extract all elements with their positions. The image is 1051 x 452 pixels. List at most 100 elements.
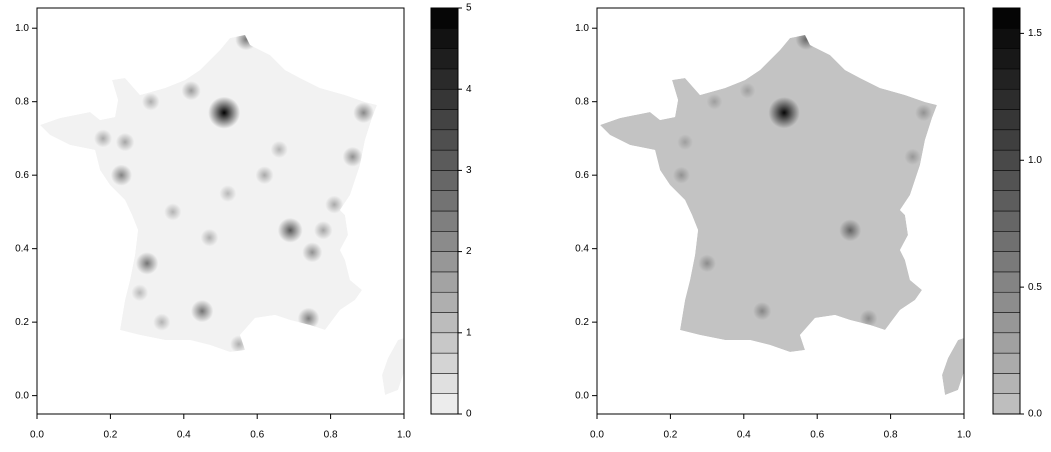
y-tick-label: 0.6 bbox=[575, 170, 589, 181]
density-hotspot bbox=[325, 195, 344, 214]
colorbar-tick-label: 0 bbox=[466, 409, 472, 420]
colorbar-band bbox=[992, 129, 1021, 151]
y-tick-label: 0.4 bbox=[15, 243, 29, 254]
colorbar-band bbox=[430, 48, 459, 70]
density-hotspot bbox=[904, 148, 921, 165]
colorbar-band bbox=[992, 7, 1021, 29]
density-hotspot bbox=[230, 335, 248, 353]
density-hotspot bbox=[706, 93, 723, 110]
density-hotspot bbox=[219, 185, 237, 202]
colorbar-band bbox=[992, 231, 1021, 252]
colorbar-band bbox=[430, 271, 459, 293]
x-tick-label: 0.0 bbox=[30, 430, 44, 441]
density-hotspot bbox=[153, 313, 171, 331]
map bbox=[600, 35, 964, 395]
colorbar-band bbox=[992, 88, 1021, 110]
y-tick-label: 0.2 bbox=[575, 317, 589, 328]
map-region bbox=[600, 35, 964, 395]
colorbar-band bbox=[992, 352, 1021, 374]
x-tick-label: 0.0 bbox=[590, 430, 604, 441]
density-hotspot bbox=[739, 82, 756, 99]
map-region bbox=[40, 35, 404, 395]
density-hotspot bbox=[839, 219, 862, 242]
colorbar-band bbox=[430, 149, 459, 171]
colorbar-tick-label: 1.0 bbox=[1028, 155, 1042, 166]
colorbar-band bbox=[430, 28, 459, 49]
colorbar-band bbox=[992, 149, 1021, 171]
density-hotspot bbox=[353, 102, 375, 124]
colorbar-band bbox=[430, 231, 459, 252]
colorbar-band bbox=[430, 129, 459, 151]
density-hotspot bbox=[302, 242, 323, 263]
y-tick-label: 0.8 bbox=[15, 96, 29, 107]
density-hotspot bbox=[297, 307, 320, 330]
y-tick-label: 1.0 bbox=[575, 23, 589, 34]
x-tick-label: 0.4 bbox=[177, 430, 191, 441]
colorbar-band bbox=[992, 332, 1021, 354]
colorbar-band bbox=[992, 393, 1021, 415]
colorbar-band bbox=[430, 88, 459, 110]
colorbar-frame bbox=[992, 7, 1021, 415]
colorbar-band bbox=[992, 312, 1021, 334]
density-hotspot bbox=[200, 228, 219, 247]
x-tick-label: 0.8 bbox=[324, 430, 338, 441]
colorbar-band bbox=[992, 170, 1021, 191]
colorbar-band bbox=[992, 251, 1021, 273]
colorbar-band bbox=[992, 210, 1021, 232]
map bbox=[40, 35, 404, 395]
y-tick-label: 0.0 bbox=[15, 390, 29, 401]
density-hotspot bbox=[677, 134, 693, 150]
density-hotspot bbox=[859, 309, 878, 328]
colorbar-band bbox=[992, 109, 1021, 131]
colorbar-band bbox=[430, 393, 459, 415]
colorbar-band bbox=[430, 291, 459, 313]
density-hotspot bbox=[277, 217, 303, 243]
colorbar-band bbox=[430, 373, 459, 394]
density-hotspot bbox=[795, 35, 817, 50]
density-hotspot bbox=[141, 92, 160, 111]
density-hotspot bbox=[135, 252, 159, 275]
x-tick-label: 0.8 bbox=[884, 430, 898, 441]
colorbar-tick-label: 1.5 bbox=[1028, 28, 1042, 39]
colorbar-band bbox=[992, 271, 1021, 293]
density-hotspot bbox=[110, 164, 133, 186]
colorbar-band bbox=[992, 373, 1021, 394]
x-tick-label: 0.2 bbox=[103, 430, 117, 441]
colorbar-tick-label: 5 bbox=[466, 3, 472, 14]
x-tick-label: 0.6 bbox=[250, 430, 264, 441]
density-hotspot bbox=[768, 97, 800, 129]
colorbar-band bbox=[430, 251, 459, 273]
plot-frame bbox=[596, 7, 965, 415]
colorbar-band bbox=[992, 190, 1021, 212]
y-tick-label: 0.0 bbox=[575, 390, 589, 401]
density-hotspot bbox=[131, 284, 149, 302]
colorbar-band bbox=[430, 312, 459, 334]
colorbar-band bbox=[430, 190, 459, 212]
x-tick-label: 0.2 bbox=[663, 430, 677, 441]
colorbar-band bbox=[430, 352, 459, 374]
density-hotspot bbox=[915, 104, 933, 122]
density-hotspot bbox=[235, 35, 258, 51]
density-hotspot bbox=[698, 254, 716, 273]
density-hotspot bbox=[164, 203, 182, 221]
colorbar-band bbox=[992, 48, 1021, 70]
colorbar-frame bbox=[430, 7, 459, 415]
y-tick-label: 0.8 bbox=[575, 96, 589, 107]
colorbar-band bbox=[430, 332, 459, 354]
y-tick-label: 1.0 bbox=[15, 23, 29, 34]
density-hotspot bbox=[314, 221, 333, 240]
plot-frame bbox=[36, 7, 405, 415]
colorbar-tick-label: 2 bbox=[466, 246, 472, 257]
colorbar-tick-label: 3 bbox=[466, 165, 472, 176]
x-tick-label: 0.6 bbox=[810, 430, 824, 441]
colorbar-tick-label: 0.0 bbox=[1028, 409, 1042, 420]
y-tick-label: 0.4 bbox=[575, 243, 589, 254]
density-hotspot bbox=[270, 140, 288, 159]
density-hotspot bbox=[181, 81, 201, 101]
colorbar-tick-label: 4 bbox=[466, 84, 472, 95]
colorbar-band bbox=[992, 68, 1021, 90]
colorbar-band bbox=[992, 28, 1021, 49]
y-tick-label: 0.2 bbox=[15, 317, 29, 328]
colorbar-band bbox=[430, 109, 459, 131]
